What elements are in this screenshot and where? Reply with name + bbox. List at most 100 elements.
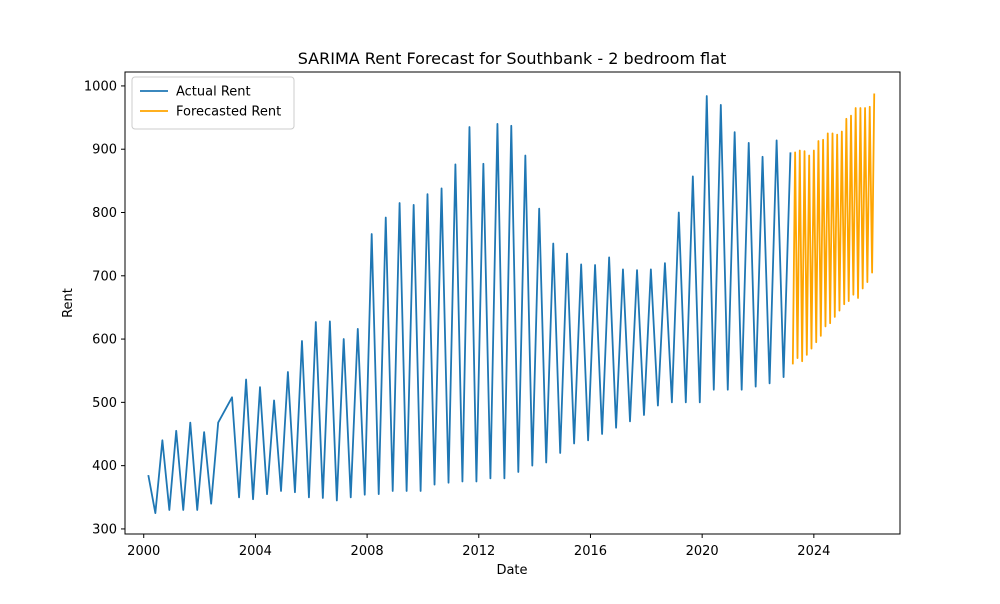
data-point (385, 217, 387, 219)
data-point (594, 264, 596, 266)
data-point (804, 150, 806, 152)
x-tick-label: 2004 (239, 544, 272, 559)
data-point (455, 164, 457, 166)
data-point (580, 263, 582, 265)
data-point (427, 193, 429, 195)
data-point (524, 155, 526, 157)
series-line-actual-rent (147, 95, 792, 515)
data-point (161, 439, 163, 441)
data-point (790, 151, 792, 153)
y-tick-label: 1000 (84, 79, 117, 94)
data-point (196, 509, 198, 511)
data-point (350, 496, 352, 498)
y-axis-title: Rent (61, 288, 76, 318)
data-point (308, 496, 310, 498)
data-point (252, 498, 254, 500)
data-point (545, 462, 547, 464)
legend: Actual Rent Forecasted Rent (131, 76, 295, 130)
x-tick-label: 2012 (462, 544, 495, 559)
data-point (315, 321, 317, 323)
data-point (615, 427, 617, 429)
data-point (406, 490, 408, 492)
data-point (266, 493, 268, 495)
data-point (727, 389, 729, 391)
data-point (741, 389, 743, 391)
data-point (836, 134, 838, 136)
data-point (559, 452, 561, 454)
legend-label: Actual Rent (176, 85, 251, 100)
data-point (762, 156, 764, 158)
x-tick-label: 2000 (127, 544, 160, 559)
data-point (822, 139, 824, 141)
data-point (448, 482, 450, 484)
data-point (245, 379, 247, 381)
data-point (827, 132, 829, 134)
data-point (845, 118, 847, 120)
data-point (538, 208, 540, 210)
data-point (720, 104, 722, 106)
y-tick-label: 500 (92, 396, 117, 411)
data-point (834, 316, 836, 318)
data-point (871, 272, 873, 274)
data-point (713, 389, 715, 391)
x-axis-title: Date (496, 563, 527, 578)
y-axis: 300 400 500 600 700 800 900 1000 (84, 79, 125, 537)
data-point (147, 474, 149, 476)
data-point (203, 431, 205, 433)
x-tick-label: 2020 (686, 544, 719, 559)
data-point (371, 233, 373, 235)
data-point (678, 212, 680, 214)
data-point (657, 405, 659, 407)
data-point (829, 322, 831, 324)
data-point (748, 142, 750, 144)
data-point (357, 328, 359, 330)
data-point (806, 354, 808, 356)
data-point (420, 490, 422, 492)
data-point (392, 490, 394, 492)
data-point (825, 326, 827, 328)
data-point (852, 294, 854, 296)
plot-area (147, 93, 876, 515)
data-point (869, 106, 871, 108)
data-point (622, 269, 624, 271)
data-point (587, 439, 589, 441)
data-point (476, 481, 478, 483)
data-point (820, 335, 822, 337)
data-point (832, 132, 834, 134)
data-point (601, 433, 603, 435)
data-point (664, 262, 666, 264)
data-point (434, 484, 436, 486)
data-point (482, 163, 484, 165)
x-tick-label: 2016 (574, 544, 607, 559)
data-point (469, 126, 471, 128)
data-point (866, 281, 868, 283)
data-point (755, 386, 757, 388)
data-point (699, 401, 701, 403)
chart-title: SARIMA Rent Forecast for Southbank - 2 b… (298, 49, 727, 68)
data-point (154, 512, 156, 514)
data-point (769, 382, 771, 384)
data-point (273, 400, 275, 402)
data-point (636, 269, 638, 271)
data-point (839, 310, 841, 312)
plot-frame (124, 71, 901, 535)
data-point (231, 396, 233, 398)
data-point (399, 202, 401, 204)
data-point (552, 243, 554, 245)
data-point (608, 257, 610, 259)
data-point (629, 420, 631, 422)
data-point (811, 348, 813, 350)
y-tick-label: 800 (92, 206, 117, 221)
data-point (566, 253, 568, 255)
data-point (504, 477, 506, 479)
data-point (413, 204, 415, 206)
data-point (336, 500, 338, 502)
data-point (843, 303, 845, 305)
data-point (322, 497, 324, 499)
data-point (815, 341, 817, 343)
data-point (685, 401, 687, 403)
data-point (378, 493, 380, 495)
data-point (857, 297, 859, 299)
data-point (848, 300, 850, 302)
